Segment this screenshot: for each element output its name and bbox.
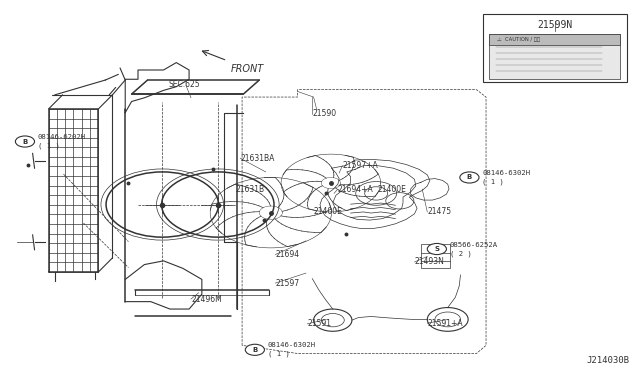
Text: J214030B: J214030B — [587, 356, 630, 365]
Circle shape — [15, 136, 35, 147]
Text: 21591: 21591 — [307, 320, 332, 328]
Text: SEC.625: SEC.625 — [169, 80, 200, 89]
Text: B: B — [22, 138, 28, 145]
Text: 21599N: 21599N — [537, 20, 572, 30]
Text: B: B — [467, 174, 472, 180]
Text: FRONT: FRONT — [230, 64, 264, 74]
Circle shape — [428, 243, 447, 254]
Circle shape — [245, 344, 264, 355]
Text: 21493N: 21493N — [415, 257, 444, 266]
Text: 21591+A: 21591+A — [428, 319, 463, 328]
Text: 08146-6302H
( 1 ): 08146-6302H ( 1 ) — [482, 170, 531, 185]
Text: 21597+A: 21597+A — [342, 161, 378, 170]
Text: B: B — [252, 347, 257, 353]
Bar — [483, 14, 627, 82]
Text: 21400E: 21400E — [314, 208, 342, 217]
Circle shape — [460, 172, 479, 183]
Text: 21631BA: 21631BA — [240, 154, 275, 163]
Bar — [489, 34, 620, 78]
Text: 08146-6202H
( 1 ): 08146-6202H ( 1 ) — [38, 134, 86, 149]
Text: 08566-6252A
( 2 ): 08566-6252A ( 2 ) — [450, 241, 498, 257]
Bar — [489, 34, 620, 45]
Text: 21475: 21475 — [428, 208, 451, 217]
Text: 21631B: 21631B — [236, 185, 265, 194]
Text: 08146-6302H
( 1 ): 08146-6302H ( 1 ) — [268, 342, 316, 357]
Text: 21400E: 21400E — [378, 185, 406, 194]
Text: 21694+A: 21694+A — [337, 185, 373, 194]
Text: 21694: 21694 — [275, 250, 300, 259]
Text: 21496M: 21496M — [191, 295, 221, 304]
Text: 21597: 21597 — [275, 279, 300, 288]
Bar — [421, 244, 450, 268]
Text: 21590: 21590 — [312, 109, 337, 118]
Text: S: S — [435, 246, 440, 252]
Text: ⚠  CAUTION / 警告: ⚠ CAUTION / 警告 — [497, 37, 540, 42]
